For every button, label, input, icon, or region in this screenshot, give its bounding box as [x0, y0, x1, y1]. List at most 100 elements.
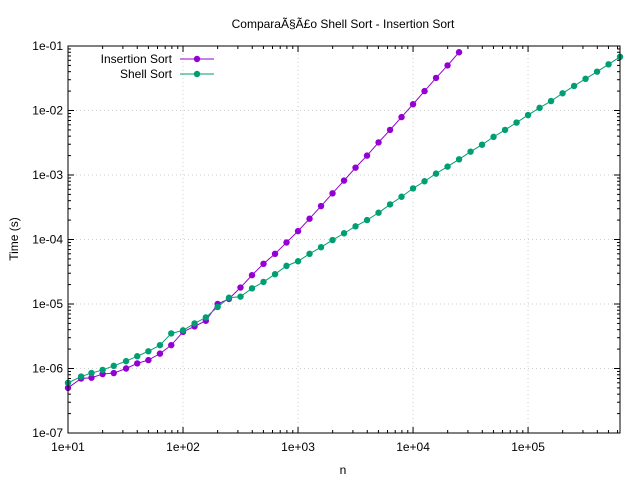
- data-point: [214, 303, 221, 311]
- data-point: [524, 111, 532, 119]
- data-point: [122, 357, 130, 365]
- x-tick-label: 1e+01: [51, 440, 85, 454]
- data-point: [432, 74, 440, 82]
- data-point: [398, 113, 405, 121]
- data-point: [271, 270, 279, 278]
- data-point: [168, 341, 175, 349]
- data-point: [179, 327, 187, 334]
- y-tick-label: 1e-05: [32, 297, 63, 311]
- data-point: [99, 366, 106, 374]
- data-point: [77, 373, 85, 380]
- y-tick-label: 1e-02: [32, 104, 63, 118]
- data-point: [547, 97, 555, 105]
- data-point: [409, 101, 417, 108]
- data-point: [306, 250, 313, 258]
- x-tick-label: 1e+05: [511, 440, 545, 454]
- x-axis-label: n: [340, 463, 347, 477]
- x-tick-label: 1e+03: [281, 440, 315, 454]
- data-point: [317, 243, 325, 251]
- data-point: [375, 209, 382, 216]
- series-line: [67, 51, 460, 389]
- data-point: [283, 239, 290, 246]
- data-point: [340, 230, 348, 237]
- legend-marker: [193, 55, 201, 63]
- series-shell-sort: [64, 53, 624, 387]
- data-point: [156, 341, 164, 349]
- data-point: [352, 164, 359, 171]
- data-point: [248, 271, 256, 279]
- data-point: [306, 215, 313, 222]
- chart-title: ComparaÃ§Ã£o Shell Sort - Insertion Sort: [232, 17, 455, 31]
- data-point: [467, 148, 474, 155]
- data-point: [145, 348, 152, 355]
- data-point: [501, 126, 509, 134]
- data-point: [582, 75, 589, 83]
- data-point: [363, 152, 371, 159]
- data-point: [202, 314, 210, 321]
- data-point: [110, 369, 117, 377]
- y-axis-label: Time (s): [7, 217, 21, 261]
- data-point: [329, 236, 336, 244]
- data-point: [513, 119, 520, 126]
- data-point: [317, 202, 325, 210]
- data-point: [455, 156, 463, 163]
- data-point: [455, 49, 463, 56]
- data-point: [421, 178, 428, 185]
- data-point: [283, 262, 290, 270]
- data-point: [363, 216, 371, 224]
- legend-label: Shell Sort: [120, 67, 173, 81]
- data-point: [432, 170, 440, 177]
- grid: [68, 46, 620, 433]
- axis-ticks: 1e+01 1e+02 1e+03 1e+04 1e+05 1e-07 1e-06 1e-05…: [32, 39, 620, 454]
- data-point: [559, 90, 566, 97]
- data-point: [490, 133, 497, 141]
- data-point: [134, 360, 141, 367]
- data-point: [375, 139, 382, 146]
- data-point: [398, 193, 405, 200]
- data-point: [88, 369, 95, 377]
- data-point: [352, 223, 359, 230]
- data-point: [444, 163, 451, 170]
- data-point: [134, 353, 141, 360]
- data-point: [110, 362, 117, 370]
- data-point: [237, 293, 244, 300]
- y-tick-label: 1e-07: [32, 426, 63, 440]
- y-tick-label: 1e-03: [32, 168, 63, 182]
- series-group: [64, 49, 624, 392]
- data-point: [444, 62, 451, 69]
- data-point: [294, 227, 302, 235]
- data-point: [260, 260, 267, 268]
- data-point: [294, 258, 302, 265]
- y-tick-label: 1e-06: [32, 362, 63, 376]
- data-point: [570, 82, 578, 90]
- data-point: [409, 185, 417, 192]
- data-point: [271, 250, 279, 258]
- data-point: [168, 330, 175, 337]
- data-point: [88, 374, 95, 381]
- data-point: [191, 320, 198, 327]
- data-point: [237, 284, 244, 291]
- x-tick-label: 1e+04: [396, 440, 430, 454]
- data-point: [329, 190, 336, 197]
- plot-frame: [67, 45, 621, 434]
- data-point: [421, 87, 428, 95]
- x-tick-label: 1e+02: [166, 440, 200, 454]
- legend-marker: [193, 70, 201, 78]
- series-insertion-sort: [64, 49, 463, 392]
- data-point: [605, 61, 612, 68]
- legend-label: Insertion Sort: [101, 52, 173, 66]
- data-point: [225, 294, 233, 301]
- y-tick-label: 1e-01: [32, 39, 63, 53]
- data-point: [593, 68, 601, 75]
- data-point: [122, 365, 130, 372]
- data-point: [478, 141, 486, 148]
- data-point: [536, 104, 543, 112]
- data-point: [386, 201, 394, 208]
- data-point: [248, 285, 256, 292]
- y-tick-label: 1e-04: [32, 233, 63, 247]
- data-point: [260, 278, 267, 286]
- data-point: [340, 177, 348, 184]
- data-point: [386, 126, 394, 134]
